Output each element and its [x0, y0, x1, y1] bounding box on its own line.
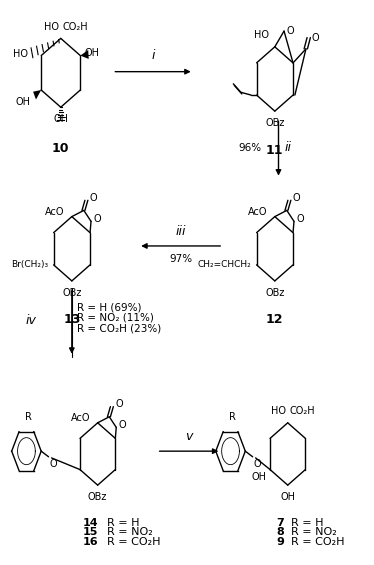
Text: CO₂H: CO₂H — [289, 406, 315, 416]
Text: Br(CH₂)₃: Br(CH₂)₃ — [11, 260, 48, 270]
Polygon shape — [33, 90, 41, 99]
Text: R = H: R = H — [291, 518, 324, 528]
Text: O: O — [115, 399, 123, 410]
Text: R: R — [229, 412, 236, 422]
Text: 9: 9 — [276, 537, 284, 546]
Text: OH: OH — [85, 48, 100, 58]
Text: HO: HO — [254, 30, 269, 40]
Text: 10: 10 — [52, 142, 70, 155]
Text: AcO: AcO — [248, 207, 267, 217]
Text: iii: iii — [175, 224, 186, 237]
Text: HO: HO — [13, 49, 28, 59]
Polygon shape — [80, 50, 89, 59]
Text: iv: iv — [26, 314, 37, 327]
Text: R = H: R = H — [107, 518, 140, 528]
Text: AcO: AcO — [71, 414, 90, 423]
Text: OH: OH — [251, 472, 266, 483]
Text: OBz: OBz — [265, 288, 285, 298]
Text: ii: ii — [285, 141, 292, 154]
Text: O: O — [254, 459, 261, 469]
Text: OH: OH — [280, 493, 295, 502]
Text: O: O — [94, 214, 101, 224]
Text: HO: HO — [44, 21, 59, 32]
Text: O: O — [311, 33, 319, 42]
Text: O: O — [90, 193, 97, 203]
Text: 11: 11 — [266, 144, 283, 157]
Text: R = CO₂H: R = CO₂H — [107, 537, 160, 546]
Text: CO₂H: CO₂H — [62, 21, 88, 32]
Text: 16: 16 — [83, 537, 98, 546]
Text: 14: 14 — [83, 518, 98, 528]
Text: OBz: OBz — [62, 288, 82, 298]
Text: R = NO₂ (11%): R = NO₂ (11%) — [77, 313, 154, 323]
Text: O: O — [119, 420, 126, 429]
Text: R = H (69%): R = H (69%) — [77, 302, 142, 312]
Text: CH₂=CHCH₂: CH₂=CHCH₂ — [197, 260, 251, 270]
Text: OBz: OBz — [88, 493, 107, 502]
Text: O: O — [49, 459, 57, 469]
Text: AcO: AcO — [45, 207, 64, 217]
Text: OH: OH — [16, 97, 31, 107]
Text: 97%: 97% — [169, 254, 192, 264]
Text: 7: 7 — [276, 518, 284, 528]
Text: HO: HO — [271, 406, 286, 416]
Text: R = CO₂H: R = CO₂H — [291, 537, 345, 546]
Text: OBz: OBz — [265, 118, 285, 128]
Text: R = NO₂: R = NO₂ — [291, 527, 337, 537]
Text: v: v — [185, 430, 193, 443]
Text: 15: 15 — [83, 527, 98, 537]
Text: 96%: 96% — [239, 142, 262, 153]
Text: R = NO₂: R = NO₂ — [107, 527, 153, 537]
Text: i: i — [151, 49, 155, 62]
Text: O: O — [297, 214, 304, 224]
Text: O: O — [287, 26, 295, 36]
Text: 8: 8 — [276, 527, 284, 537]
Text: R: R — [25, 412, 32, 422]
Text: OH: OH — [53, 114, 68, 124]
Text: R = CO₂H (23%): R = CO₂H (23%) — [77, 324, 162, 333]
Text: 13: 13 — [63, 314, 80, 327]
Text: O: O — [293, 193, 300, 203]
Text: 12: 12 — [266, 314, 283, 327]
